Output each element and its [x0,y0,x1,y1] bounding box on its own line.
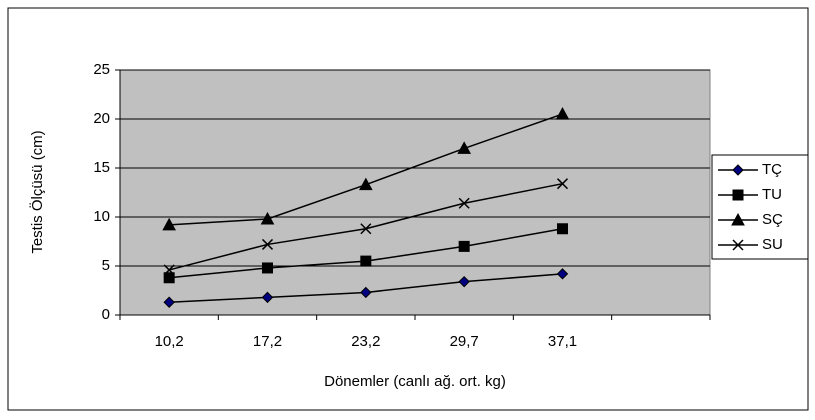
legend-box [711,154,809,260]
legend-label: TÇ [762,161,782,178]
marker [458,275,470,288]
y-tick-label: 15 [93,159,110,176]
marker [557,223,568,235]
marker [457,141,472,154]
marker [261,238,274,250]
legend-label: SU [762,236,783,253]
y-tick-label: 10 [93,208,110,225]
marker [163,272,175,284]
x-tick-label: 37,1 [548,333,577,350]
marker [732,189,744,201]
y-tick-label: 5 [102,257,110,274]
legend-label: SÇ [762,211,783,228]
marker [260,211,275,225]
marker [360,223,372,235]
x-tick-label: 23,2 [351,333,380,350]
marker [732,164,744,176]
y-tick-label: 20 [93,110,110,127]
marker [360,255,372,267]
marker [732,239,744,251]
y-axis-title: Testis Ölçüsü (cm) [28,130,46,253]
marker [556,178,569,190]
marker [458,197,470,209]
marker [261,291,274,304]
x-axis-title: Dönemler (canlı ağ. ort. kg) [324,373,506,390]
x-tick-label: 29,7 [450,333,479,350]
marker [162,217,177,231]
marker [555,107,570,120]
x-tick-label: 10,2 [155,333,184,350]
marker [360,286,372,299]
marker [262,262,273,274]
marker [458,240,470,252]
y-tick-label: 25 [93,61,110,78]
marker [163,264,175,276]
legend-label: TU [762,186,782,203]
marker [731,212,745,226]
marker [163,296,175,308]
x-tick-label: 17,2 [253,333,282,350]
marker [358,177,373,191]
marker [556,268,569,280]
plot-area [119,69,711,316]
y-tick-label: 0 [102,306,110,323]
